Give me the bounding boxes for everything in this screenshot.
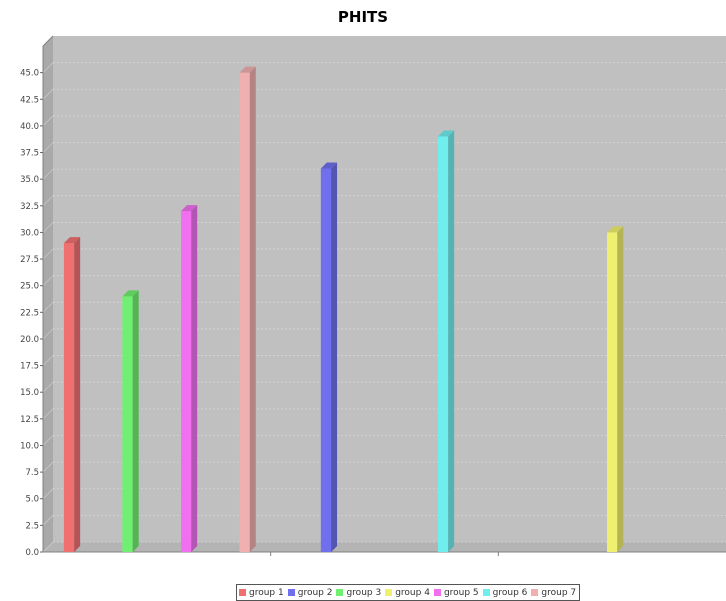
- y-tick-label: 2.5: [25, 521, 39, 531]
- legend-swatch: [385, 589, 393, 596]
- legend-label: group 5: [443, 587, 479, 598]
- bar-top: [180, 205, 198, 212]
- bar-side: [617, 226, 624, 552]
- y-tick-label: 27.5: [20, 255, 39, 265]
- plot-floor: [43, 542, 726, 552]
- legend-label: group 3: [346, 587, 382, 598]
- legend-item: group 7: [531, 588, 576, 598]
- bar-front: [239, 72, 250, 552]
- y-tick-label: 30.0: [20, 228, 39, 238]
- bar-side: [74, 237, 81, 553]
- bar-top: [437, 130, 455, 137]
- bar-side: [249, 66, 256, 552]
- bar-top: [63, 237, 81, 244]
- grid-line-side: [42, 328, 54, 340]
- y-tick-label: 45.0: [20, 69, 39, 79]
- y-tick-label: 0.0: [25, 548, 39, 558]
- grid-line-side: [42, 302, 54, 313]
- bar-top: [239, 66, 256, 73]
- bar-front: [63, 243, 75, 553]
- bar-side: [132, 290, 139, 552]
- y-tick-label: 20.0: [20, 335, 39, 345]
- bar-side: [331, 162, 338, 553]
- bar-front: [320, 168, 332, 553]
- grid-line-side: [42, 248, 54, 260]
- y-tick-label: 17.5: [20, 362, 39, 372]
- y-axis-ticks: 0.0 2.5 5.0 7.5 10.0 12.5 15.0 17.5 20.0 22.5 25.0…: [20, 69, 43, 558]
- grid-line-side: [42, 461, 54, 473]
- plot-left-wall: [43, 36, 53, 552]
- bar-top: [320, 162, 338, 169]
- y-tick-label: 35.0: [20, 175, 39, 185]
- bar-group-3: [122, 290, 139, 552]
- grid-line-side: [42, 222, 54, 233]
- legend-swatch: [239, 589, 246, 596]
- grid-line-side: [42, 515, 54, 526]
- bar-top: [122, 290, 139, 297]
- grid-line-side: [42, 541, 54, 553]
- legend-label: group 1: [249, 587, 284, 598]
- grid-line-side: [42, 275, 54, 286]
- y-tick-label: 37.5: [20, 149, 39, 159]
- legend-swatch: [482, 589, 490, 596]
- grid-line-side: [42, 142, 54, 153]
- bar-group-1: [63, 237, 81, 553]
- y-tick-label: 10.0: [20, 441, 39, 451]
- y-tick-label: 5.0: [25, 495, 39, 505]
- bar-group-7: [239, 66, 256, 552]
- chart-title: PHITS: [337, 8, 389, 26]
- legend-item: group 4: [385, 588, 430, 598]
- bar-group-4: [607, 226, 624, 552]
- legend-swatch: [531, 589, 539, 596]
- y-axis-top: [42, 35, 54, 47]
- grid-line-side: [42, 115, 54, 127]
- bar-side: [448, 130, 455, 552]
- grid-line-side: [42, 488, 54, 499]
- grid-line-side: [42, 89, 54, 100]
- legend-label: group 6: [492, 587, 528, 598]
- bar-front: [437, 136, 449, 552]
- legend-swatch: [336, 589, 344, 596]
- grid-line-side: [42, 355, 54, 366]
- y-tick-label: 32.5: [20, 202, 39, 212]
- plot-background: [43, 36, 726, 552]
- y-tick-label: 12.5: [20, 415, 39, 425]
- bar-group-6: [437, 130, 455, 552]
- legend-swatch: [287, 589, 295, 596]
- y-tick-label: 22.5: [20, 308, 39, 318]
- bar-group-2: [320, 162, 338, 553]
- legend-item: group 1: [239, 588, 284, 598]
- grid-line-side: [42, 168, 54, 180]
- bar-front: [180, 211, 192, 552]
- bar-top: [607, 226, 624, 233]
- y-tick-label: 40.0: [20, 122, 39, 132]
- legend-item: group 2: [287, 587, 333, 598]
- grid-line-side: [42, 435, 54, 446]
- y-tick-label: 42.5: [20, 95, 39, 105]
- y-tick-label: 15.0: [20, 388, 39, 398]
- bar-group-5: [180, 205, 198, 552]
- bar-side: [191, 205, 198, 552]
- bar-front: [607, 232, 618, 552]
- legend-swatch: [433, 589, 441, 596]
- legend-label: group 7: [541, 587, 577, 598]
- bars: [63, 66, 624, 553]
- legend-label: group 2: [297, 587, 333, 598]
- legend-label: group 4: [395, 587, 430, 598]
- y-tick-label: 7.5: [25, 468, 39, 478]
- y-tick-label: 25.0: [20, 282, 39, 292]
- legend: group 1 group 2 group 3 group 4 group 5 group…: [236, 584, 581, 601]
- legend-item: group 3: [336, 588, 381, 598]
- plot-back-wall: [53, 36, 726, 542]
- legend-item: group 6: [482, 587, 528, 598]
- legend-item: group 5: [433, 587, 479, 598]
- grid-line-side: [42, 408, 54, 420]
- bar-front: [122, 296, 133, 552]
- grid-line-side: [42, 381, 54, 393]
- grid-line-side: [42, 62, 54, 73]
- grid-line-side: [42, 195, 54, 207]
